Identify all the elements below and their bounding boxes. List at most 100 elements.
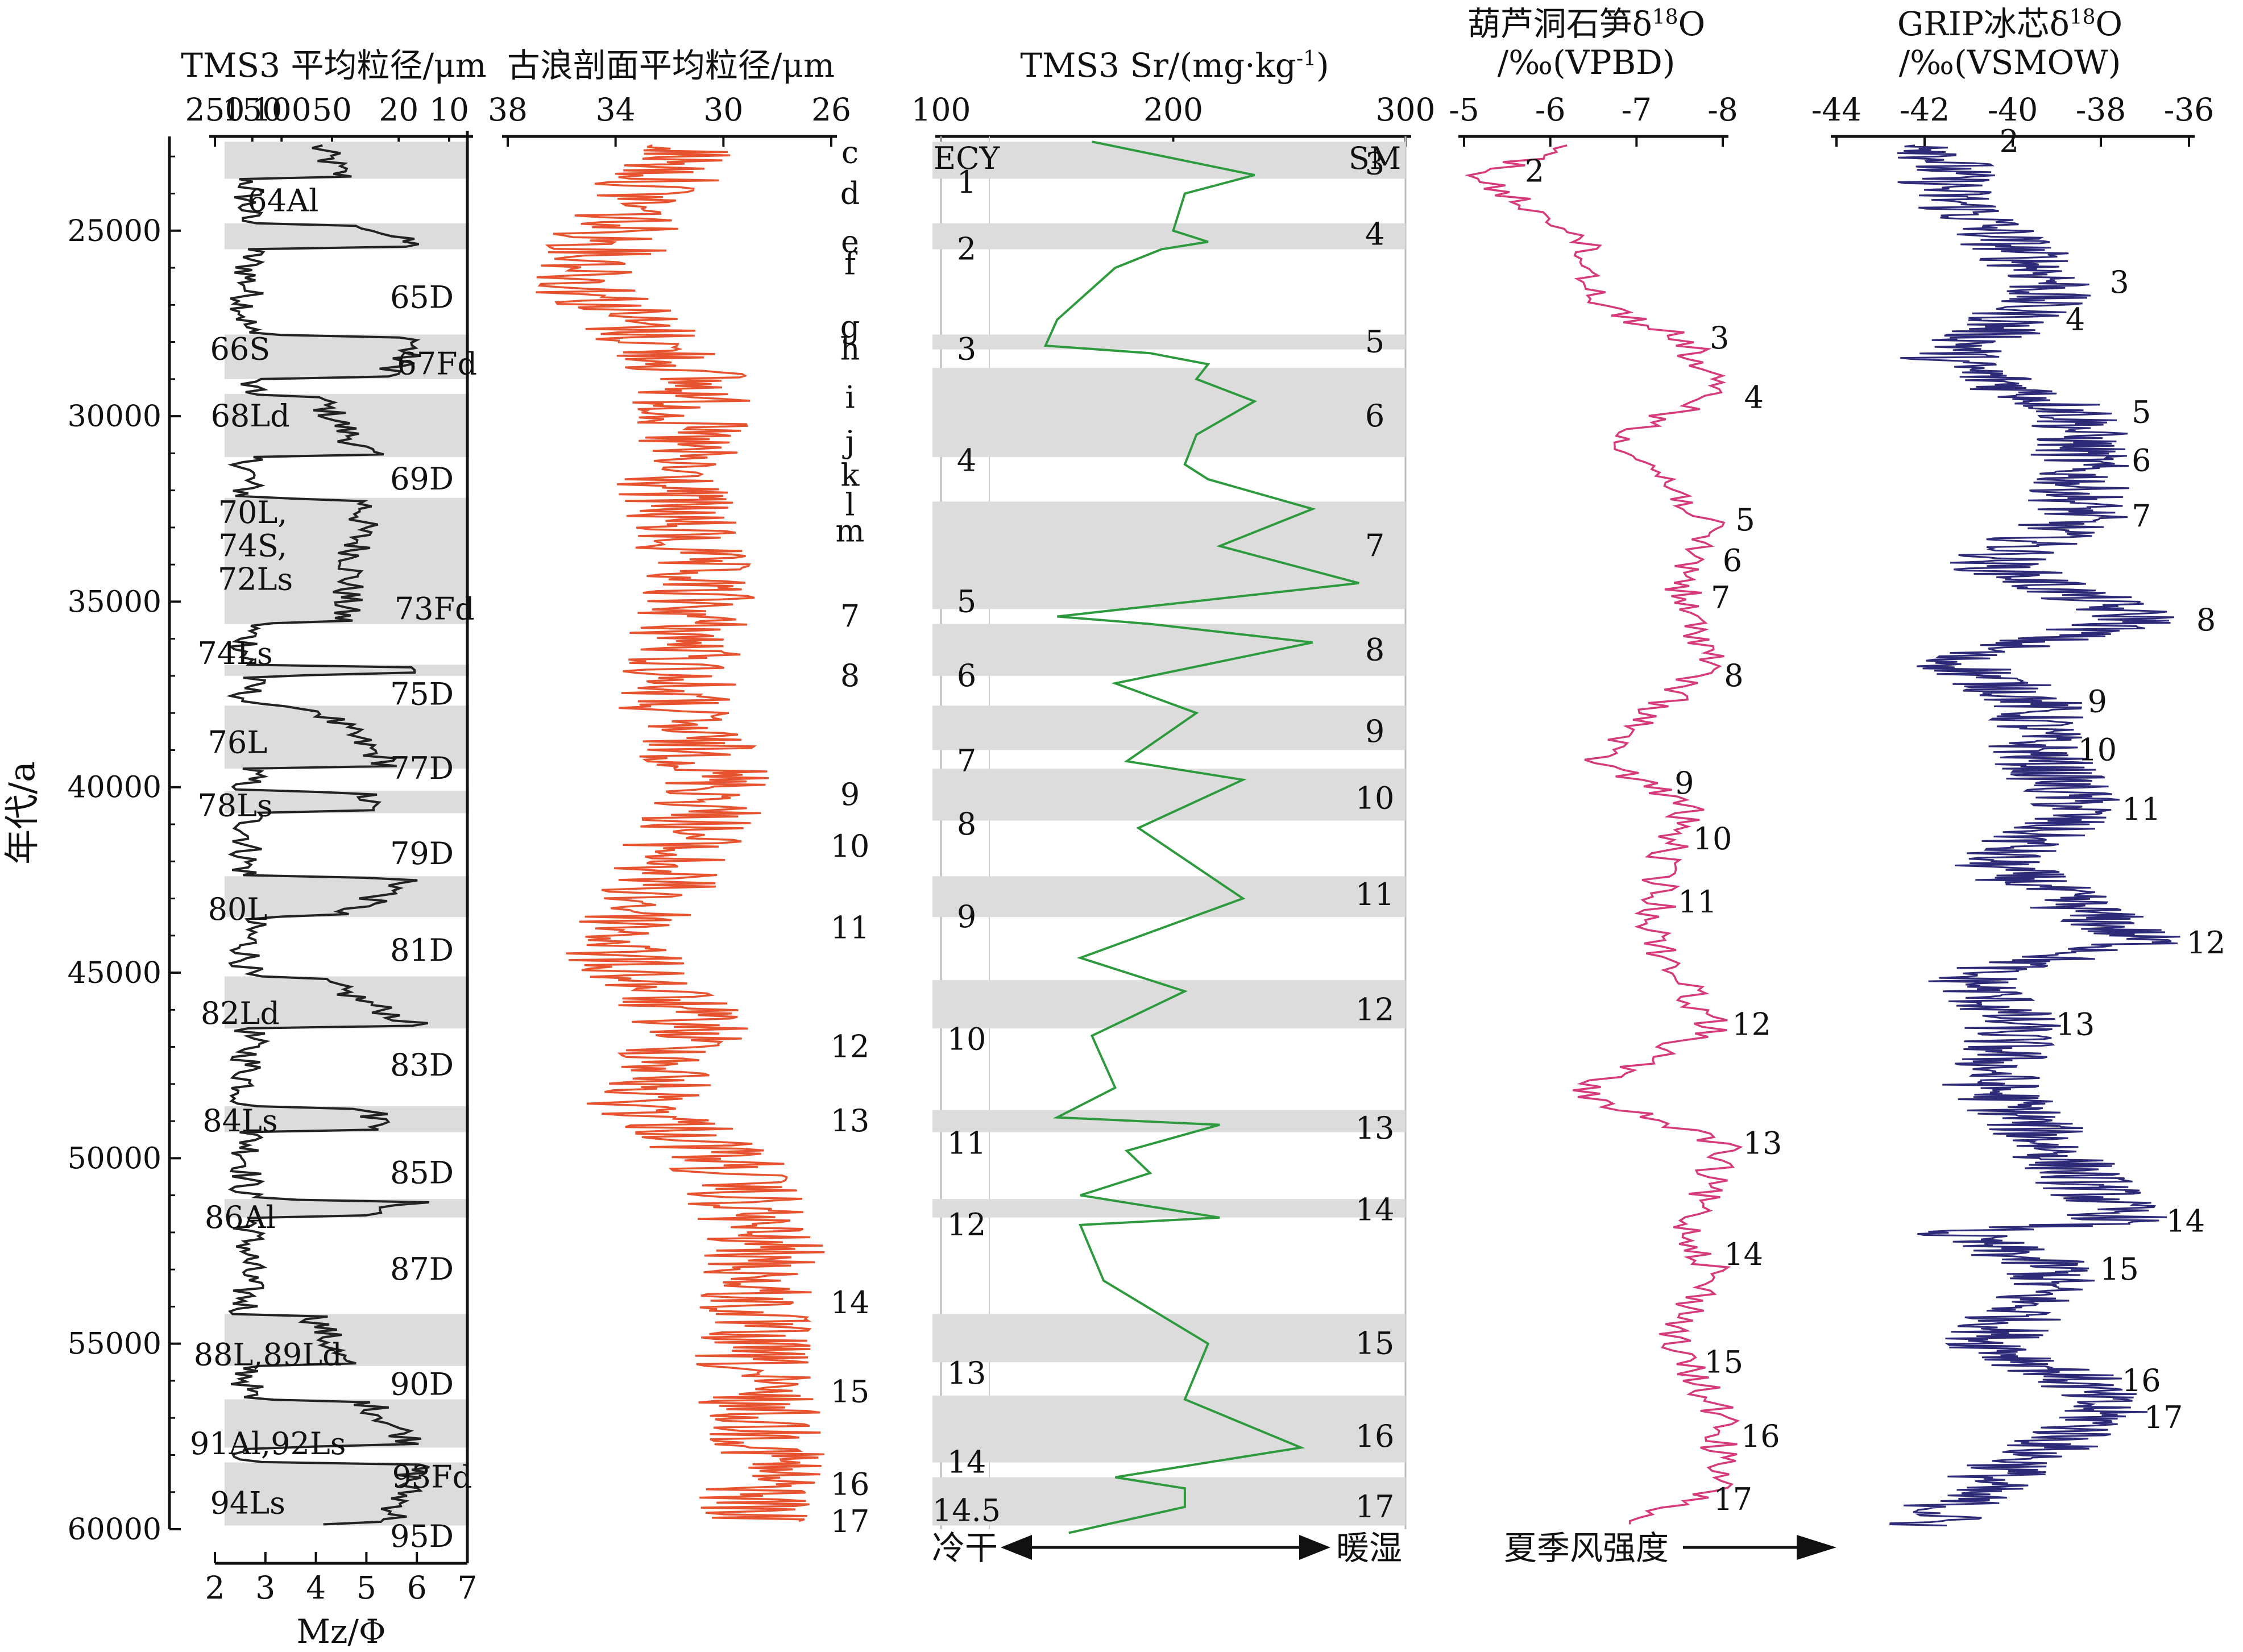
age-tick-label: 25000 — [68, 214, 161, 248]
tms3-grain-band — [225, 1462, 469, 1526]
sr-band — [932, 1110, 1405, 1132]
hulu-event-label: 13 — [1743, 1125, 1782, 1161]
tms3-grain-line — [226, 144, 430, 1526]
sr-band — [932, 624, 1405, 676]
gulang-event-label: 8 — [840, 658, 860, 694]
tms3-grain-band — [225, 393, 469, 457]
sr-band — [932, 1199, 1405, 1218]
unit-label: 74Ls — [197, 636, 272, 671]
unit-label: 67Fd — [397, 346, 477, 382]
tms3-grain-bottom-label: Mz/Φ — [296, 1612, 385, 1651]
top-tick-label: 100 — [252, 92, 312, 128]
sr-corner-right: SM — [1349, 140, 1401, 176]
sm-label: 15 — [1355, 1326, 1395, 1362]
unit-label: 78Ls — [197, 787, 272, 823]
top-tick-label: 34 — [596, 92, 636, 128]
unit-label: 72Ls — [218, 561, 293, 597]
interstadial-label: 4 — [957, 442, 976, 478]
unit-label: 87D — [390, 1251, 454, 1287]
grip-event-label: 11 — [2122, 791, 2161, 827]
sm-label: 4 — [1365, 216, 1384, 252]
unit-label: 77D — [390, 750, 454, 786]
sr-band — [932, 334, 1405, 350]
sr-corner-left: ECY — [934, 140, 1001, 176]
unit-label: 76L — [208, 724, 268, 760]
sm-label: 10 — [1355, 780, 1395, 816]
sr-band — [932, 223, 1405, 250]
top-tick-label: -6 — [1535, 92, 1566, 128]
sm-label: 12 — [1355, 991, 1395, 1027]
interstadial-label: 10 — [947, 1022, 986, 1057]
grip-event-label: 16 — [2122, 1363, 2161, 1398]
sm-label: 3 — [1365, 146, 1384, 181]
tms3-grain-band — [225, 334, 469, 379]
gulang-event-label: 13 — [831, 1103, 870, 1139]
hulu-event-label: 7 — [1711, 580, 1730, 616]
tms3-grain-band — [225, 1314, 469, 1366]
interstadial-label: 6 — [957, 658, 976, 694]
tms3-grain-band — [225, 142, 469, 179]
sr-band — [932, 142, 1405, 179]
unit-label: 68Ld — [211, 398, 290, 434]
top-tick-label: -38 — [2076, 92, 2126, 128]
unit-label: 88L,89Ld — [194, 1336, 342, 1372]
sm-label: 17 — [1355, 1489, 1395, 1525]
gulang-event-label: 17 — [831, 1504, 870, 1539]
unit-label: 94Ls — [210, 1485, 285, 1521]
panel-hulu-d18o: -5 -6 -7 -8 2 34 5 67 8 9 10 11 12 13 14 15 16 17 — [1449, 92, 1782, 1525]
sm-label: 5 — [1365, 324, 1384, 360]
bottom-tick-label: 3 — [255, 1570, 275, 1606]
top-tick-label: 150 — [222, 92, 282, 128]
interstadial-label: 2 — [957, 231, 976, 267]
sr-band — [932, 876, 1405, 918]
sm-label: 7 — [1365, 528, 1384, 564]
interstadial-label: 12 — [947, 1207, 986, 1243]
age-tick-label: 40000 — [68, 771, 161, 805]
grip-event-label: 3 — [2109, 264, 2129, 300]
hulu-event-label: 12 — [1732, 1006, 1771, 1042]
unit-label: 80L — [208, 891, 268, 927]
sm-label: 9 — [1365, 713, 1384, 749]
unit-label: 85D — [390, 1155, 454, 1190]
unit-label: 79D — [390, 836, 454, 871]
hulu-event-label: 14 — [1724, 1236, 1763, 1272]
top-tick-label: -40 — [1988, 92, 2038, 128]
gulang-event-label: 10 — [831, 828, 870, 864]
grip-d18o-title: GRIP冰芯δ18O — [1897, 5, 2122, 43]
unit-label: 93Fd — [392, 1459, 472, 1495]
gulang-event-label: i — [845, 379, 855, 415]
bottom-tick-label: 7 — [458, 1570, 478, 1606]
gulang-event-label: j — [842, 424, 855, 460]
sr-band — [932, 501, 1405, 609]
interstadial-label: 8 — [957, 806, 976, 842]
sm-label: 11 — [1355, 877, 1395, 912]
interstadial-label: 3 — [957, 331, 976, 367]
tms3-grain-band — [225, 705, 469, 769]
age-tick-label: 35000 — [68, 585, 161, 619]
gulang-event-label: c — [841, 135, 859, 171]
grip-event-label: 7 — [2132, 498, 2151, 534]
tms3-sr-title: TMS3 Sr/(mg·kg-1) — [1020, 46, 1329, 85]
top-tick-label: 100 — [911, 92, 971, 128]
grip-event-label: 8 — [2196, 602, 2216, 638]
sr-band — [932, 980, 1405, 1028]
top-tick-label: 10 — [429, 92, 469, 128]
tms3-grain-band — [225, 1399, 469, 1448]
grip-event-label: 10 — [2078, 732, 2117, 767]
hulu-line — [1465, 144, 1743, 1525]
top-tick-label: 250 — [185, 92, 245, 128]
bottom-tick-label: 6 — [407, 1570, 427, 1606]
grip-event-label: 4 — [2066, 301, 2085, 337]
unit-label: 75D — [390, 676, 454, 712]
unit-label: 64Al — [247, 183, 318, 219]
unit-label: 73Fd — [395, 591, 475, 626]
grip-event-label: 15 — [2100, 1251, 2139, 1287]
tms3-grain-band — [225, 876, 469, 918]
interstadial-label: 14 — [947, 1445, 986, 1480]
top-tick-label: 38 — [488, 92, 528, 128]
grip-event-label: 2 — [2000, 123, 2019, 159]
unit-label: 90D — [390, 1366, 454, 1402]
tms3-grain-band — [225, 1106, 469, 1132]
